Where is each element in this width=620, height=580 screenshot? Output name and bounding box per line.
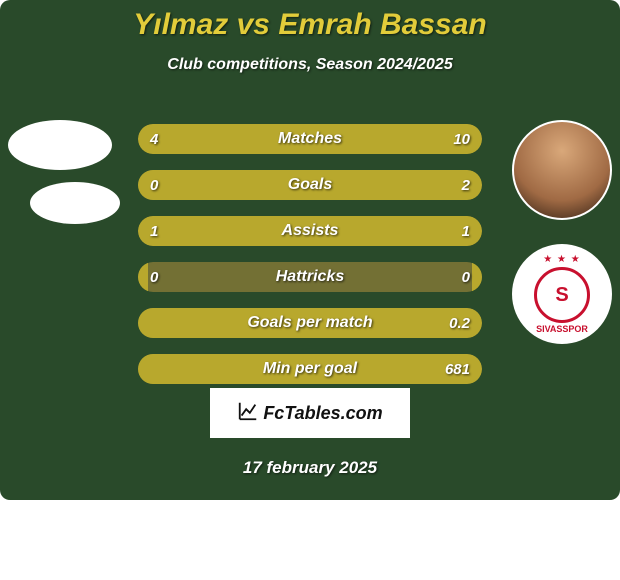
date-label: 17 february 2025 — [0, 458, 620, 478]
page-title: Yılmaz vs Emrah Bassan — [0, 0, 620, 42]
stat-row: 681Min per goal — [138, 354, 482, 384]
stat-label: Matches — [138, 124, 482, 154]
player-left-avatar-group — [8, 120, 120, 224]
stat-label: Assists — [138, 216, 482, 246]
stat-label: Hattricks — [138, 262, 482, 292]
stat-row: 410Matches — [138, 124, 482, 154]
stat-label: Goals per match — [138, 308, 482, 338]
player-right-avatar — [512, 120, 612, 220]
stat-bars: 410Matches 02Goals 11Assists 00Hattricks 0.2… — [138, 124, 482, 400]
chart-icon — [237, 400, 259, 427]
stat-row: 11Assists — [138, 216, 482, 246]
player-left-club-placeholder — [30, 182, 120, 224]
player-right-avatar-group: ★ ★ ★ S SIVASSPOR — [512, 120, 612, 344]
player-right-club-logo: ★ ★ ★ S SIVASSPOR — [512, 244, 612, 344]
club-stars-icon: ★ ★ ★ — [543, 254, 580, 265]
stat-row: 00Hattricks — [138, 262, 482, 292]
stat-label: Min per goal — [138, 354, 482, 384]
subtitle: Club competitions, Season 2024/2025 — [0, 56, 620, 74]
comparison-card: Yılmaz vs Emrah Bassan Club competitions… — [0, 0, 620, 500]
branding-text: FcTables.com — [263, 403, 382, 424]
club-name: SIVASSPOR — [536, 324, 588, 334]
stat-row: 0.2Goals per match — [138, 308, 482, 338]
club-badge-icon: S — [534, 267, 590, 323]
player-left-avatar-placeholder — [8, 120, 112, 170]
stat-row: 02Goals — [138, 170, 482, 200]
stat-label: Goals — [138, 170, 482, 200]
branding-badge: FcTables.com — [210, 388, 410, 438]
